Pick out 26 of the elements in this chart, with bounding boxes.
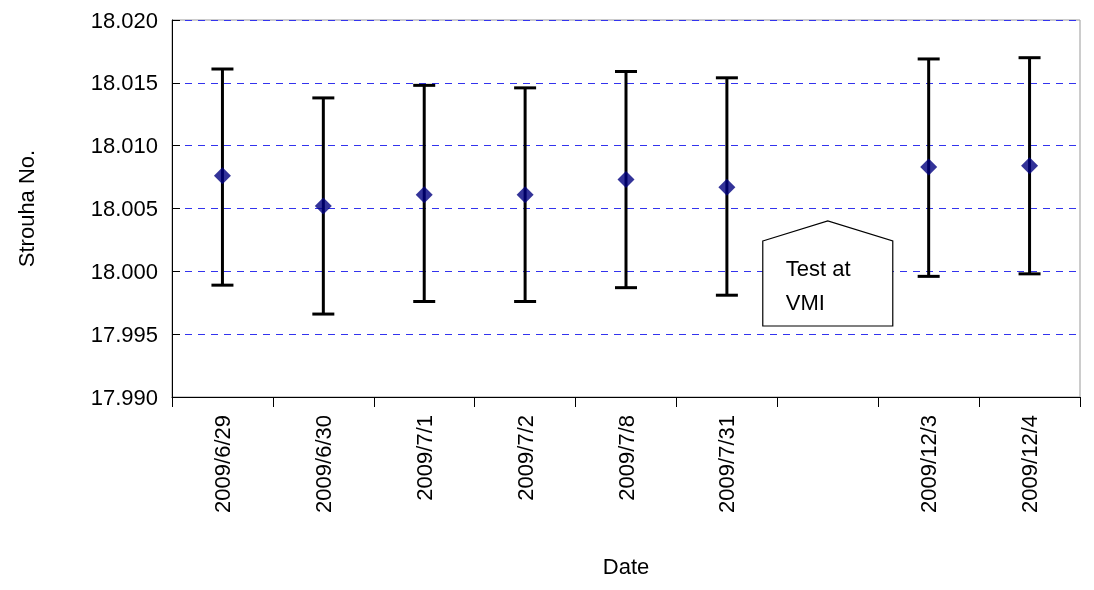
point <box>516 186 534 204</box>
point <box>213 167 231 185</box>
x-tick-label: 2009/7/1 <box>411 415 437 501</box>
point <box>617 171 635 189</box>
y-tick-label: 18.010 <box>90 133 158 159</box>
y-axis-title: Strouha No. <box>13 149 39 268</box>
y-tick-label: 18.000 <box>90 258 158 284</box>
point <box>920 158 938 176</box>
y-tick-label: 17.990 <box>90 384 158 410</box>
x-tick-label: 2009/7/31 <box>714 415 740 513</box>
point <box>314 197 332 215</box>
x-tick-label: 2009/12/3 <box>916 415 942 513</box>
y-tick-label: 18.015 <box>90 70 158 96</box>
point <box>718 178 736 196</box>
x-tick-label: 2009/6/29 <box>209 415 235 513</box>
x-tick-label: 2009/7/8 <box>613 415 639 501</box>
point <box>415 186 433 204</box>
x-axis-title: Date <box>602 553 650 579</box>
point <box>1021 157 1039 175</box>
x-tick-label: 2009/12/4 <box>1017 415 1043 513</box>
y-tick-label: 18.020 <box>90 7 158 33</box>
y-tick-label: 18.005 <box>90 196 158 221</box>
annotation: Test at VMI <box>785 255 851 315</box>
y-tick-label: 17.995 <box>90 321 158 347</box>
x-tick-label: 2009/7/2 <box>512 415 538 501</box>
x-tick-label: 2009/6/30 <box>310 415 336 513</box>
